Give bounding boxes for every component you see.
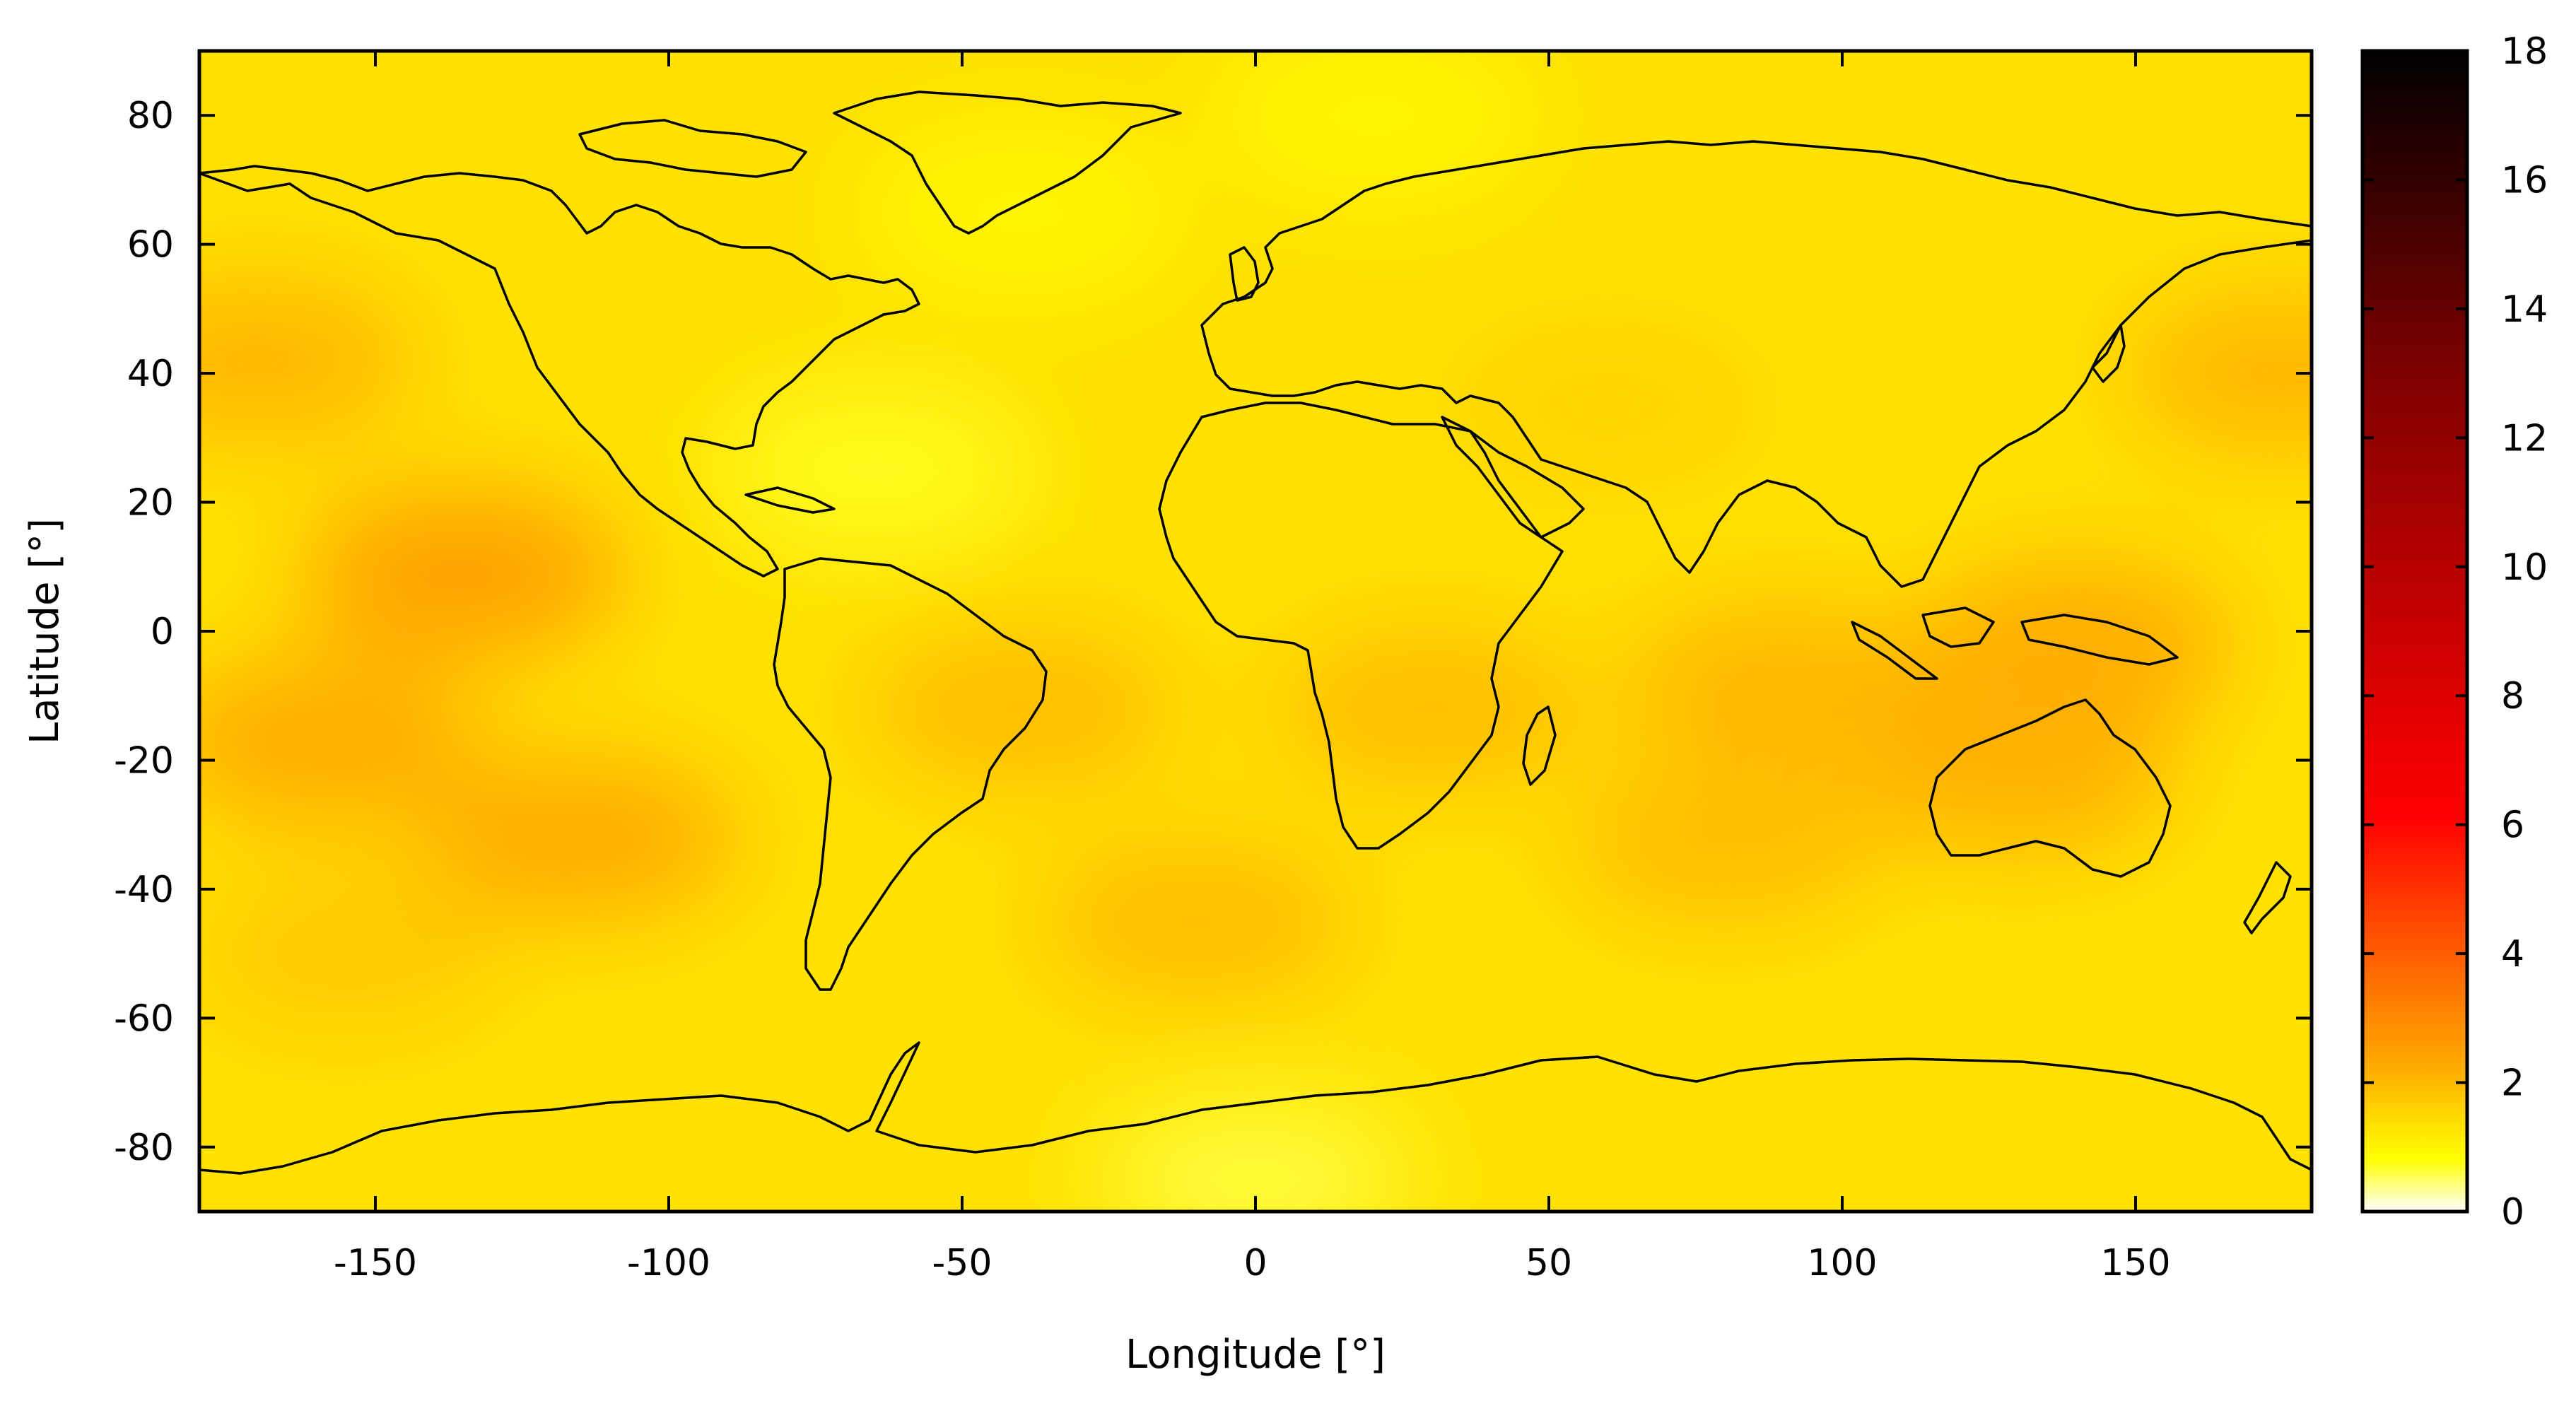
coastline-arabia — [1441, 416, 1585, 539]
colorbar-tick-label: 0 — [2501, 1191, 2524, 1233]
coastline-australia — [1928, 698, 2172, 878]
x-tick-label: 150 — [2100, 1242, 2170, 1284]
y-tick-label: -40 — [114, 869, 174, 911]
x-tick-label: 100 — [1807, 1242, 1877, 1284]
heat-hotspot — [418, 752, 744, 922]
colorbar-fill — [2363, 51, 2467, 1212]
heat-hotspot — [199, 656, 479, 826]
colorbar-tick-label: 18 — [2501, 30, 2548, 73]
x-tick-label: 0 — [1243, 1242, 1267, 1284]
coastline-north-america — [199, 165, 920, 578]
coastline-madagascar — [1522, 705, 1557, 786]
y-tick-label: -80 — [114, 1127, 174, 1169]
x-axis-title: Longitude [°] — [1125, 1332, 1386, 1378]
colorbar-tick-label: 12 — [2501, 417, 2548, 459]
heat-hotspot — [300, 488, 626, 658]
coastline-africa — [1158, 401, 1564, 850]
heat-hotspot — [858, 623, 1183, 794]
coastline-arctic-islands — [578, 119, 807, 178]
heat-hotspot — [1445, 320, 1770, 491]
y-axis-ticks: 80 60 40 20 0 -20 -40 -60 -80 — [114, 95, 2312, 1169]
heat-coldspot — [865, 134, 1176, 291]
heat-hotspot — [199, 275, 421, 445]
y-axis-title: Latitude [°] — [22, 518, 68, 744]
y-tick-label: 0 — [151, 611, 174, 653]
coastline-cuba — [744, 486, 836, 514]
coastline-south-america — [773, 557, 1048, 991]
colorbar-ticks: 0 2 4 6 8 10 12 14 16 18 — [2363, 30, 2548, 1233]
coastline-uk — [1229, 246, 1260, 302]
x-tick-label: -150 — [334, 1242, 417, 1284]
y-tick-label: 40 — [127, 353, 174, 395]
coastline-antarctica — [199, 1041, 2312, 1175]
heat-hotspot — [1562, 759, 1887, 930]
x-tick-label: 50 — [1526, 1242, 1572, 1284]
heat-hotspot — [1269, 623, 1594, 794]
colorbar-tick-label: 2 — [2501, 1062, 2524, 1105]
y-tick-label: -60 — [114, 997, 174, 1040]
heat-hotspot — [2119, 288, 2312, 459]
heat-hotspot — [1034, 836, 1359, 1007]
y-tick-label: 20 — [127, 482, 174, 524]
colorbar-tick-label: 10 — [2501, 546, 2548, 589]
x-tick-label: -100 — [627, 1242, 710, 1284]
colorbar-tick-label: 14 — [2501, 288, 2548, 331]
heat-hotspot — [199, 869, 509, 1039]
heatmap-field — [199, 51, 2312, 1212]
heatmap-blobs — [199, 51, 2312, 1212]
y-tick-label: 80 — [127, 95, 174, 137]
colorbar-tick-label: 6 — [2501, 804, 2524, 847]
coastline-eurasia — [1200, 140, 2312, 588]
coastline-greenland — [833, 90, 1182, 235]
heat-coldspot — [718, 392, 1030, 548]
y-tick-label: 60 — [127, 224, 174, 266]
x-axis-ticks: -150 -100 -50 0 50 100 150 — [334, 51, 2171, 1284]
y-tick-label: -20 — [114, 739, 174, 782]
colorbar-tick-label: 8 — [2501, 675, 2524, 717]
colorbar-tick-label: 16 — [2501, 159, 2548, 201]
heat-coldspot — [1100, 1101, 1411, 1212]
heat-hotspot — [1621, 597, 1946, 768]
heat-hotspot — [1856, 688, 2181, 858]
colorbar-frame — [2360, 49, 2469, 1214]
colorbar: 0 2 4 6 8 10 12 14 16 18 — [2360, 30, 2548, 1233]
coastline-indonesia — [1851, 606, 2179, 680]
coastlines — [199, 90, 2312, 1175]
x-tick-label: -50 — [932, 1242, 993, 1284]
colorbar-tick-label: 4 — [2501, 933, 2524, 975]
heat-coldspot — [1217, 51, 1528, 194]
coastline-japan — [2091, 324, 2126, 383]
coastline-new-zealand — [2243, 861, 2292, 934]
heat-hotspot — [1914, 559, 2240, 729]
